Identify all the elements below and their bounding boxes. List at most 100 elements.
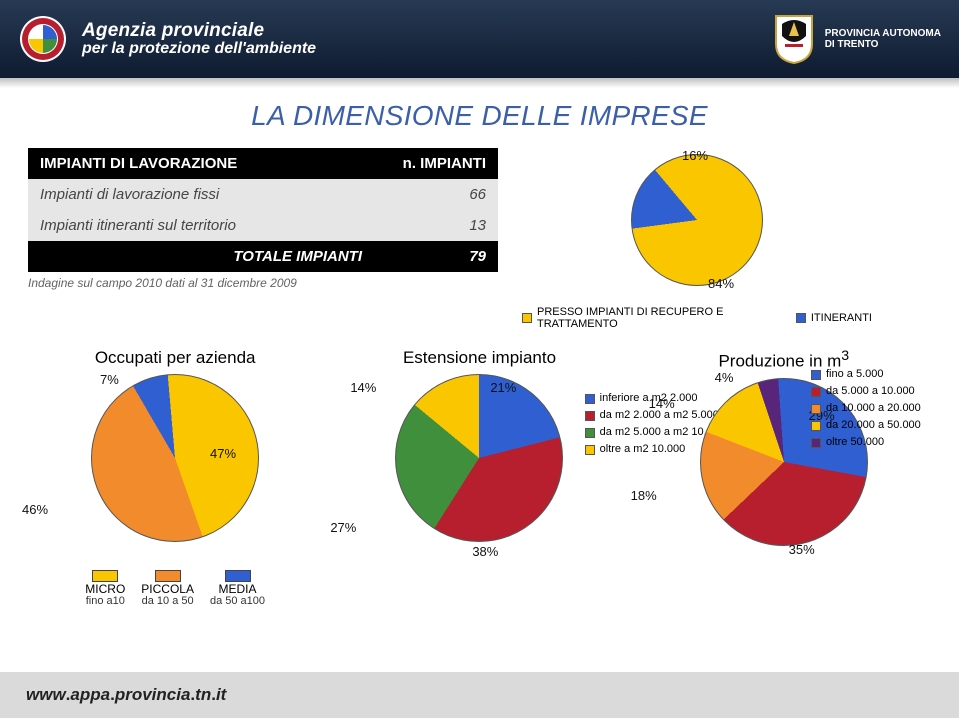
table-total-row: TOTALE IMPIANTI 79 [28, 241, 498, 272]
pie-top-legend: PRESSO IMPIANTI DI RECUPERO E TRATTAMENT… [522, 306, 872, 330]
chart-title-estensione: Estensione impianto [332, 348, 626, 368]
swatch-icon [585, 411, 595, 421]
swatch-icon [225, 570, 251, 582]
legend-label: da 10.000 a 20.000 [826, 400, 921, 417]
legend-label: PRESSO IMPIANTI DI RECUPERO E TRATTAMENT… [537, 306, 774, 330]
swatch-icon [522, 313, 532, 323]
legend-item: ITINERANTI [796, 306, 872, 330]
legend-label: fino a 5.000 [826, 366, 884, 383]
legend-label: MEDIA [218, 582, 256, 596]
pct-label: 4% [715, 370, 734, 385]
url-part: www [26, 685, 66, 704]
trento-crest-icon [773, 14, 815, 64]
legend-label: PICCOLA [141, 582, 194, 596]
swatch-icon [796, 313, 806, 323]
pct-label: 18% [631, 488, 657, 503]
title-sup: 3 [841, 348, 849, 364]
col-produzione: Produzione in m3 29% 35% 18% 14% 4% fino… [637, 348, 931, 607]
url-part: it [216, 685, 226, 704]
footer-bar: www.appa.provincia.tn.it [0, 672, 959, 718]
pie-top-wrap: 16% 84% PRESSO IMPIANTI DI RECUPERO E TR… [522, 148, 872, 330]
pct-label: 7% [100, 372, 119, 387]
url-part: provincia [115, 685, 191, 704]
header-org-line2: per la protezione dell'ambiente [82, 40, 316, 58]
legend-label: ITINERANTI [811, 312, 872, 324]
legend-label: oltre 50.000 [826, 434, 884, 451]
total-label: TOTALE IMPIANTI [28, 241, 378, 272]
table-row: Impianti itineranti sul territorio 13 [28, 210, 498, 241]
col-occupati: Occupati per azienda 46% 47% 7% MICRO fi… [28, 348, 322, 607]
url-part: appa [70, 685, 110, 704]
pct-label: 14% [350, 380, 376, 395]
swatch-icon [811, 387, 821, 397]
legend-item: fino a 5.000 [811, 366, 959, 383]
pct-label: 84% [708, 276, 734, 291]
pie-occupati-holder: 46% 47% 7% [28, 374, 322, 564]
cell: Impianti di lavorazione fissi [28, 179, 378, 210]
col-header-0: IMPIANTI DI LAVORAZIONE [28, 148, 378, 179]
legend-label: da 5.000 a 10.000 [826, 383, 915, 400]
legend-sublabel: fino a10 [86, 595, 125, 607]
header-patron-label: PROVINCIA AUTONOMA DI TRENTO [825, 28, 941, 51]
header-right: PROVINCIA AUTONOMA DI TRENTO [773, 14, 941, 64]
patron-line1: PROVINCIA AUTONOMA [825, 28, 941, 40]
swatch-icon [811, 404, 821, 414]
pie-top-holder: 16% 84% [522, 154, 872, 304]
swatch-icon [585, 445, 595, 455]
patron-line2: DI TRENTO [825, 39, 941, 51]
pct-label: 46% [22, 502, 48, 517]
legend-sublabel: da 50 a100 [210, 595, 265, 607]
appa-logo-icon [18, 14, 68, 64]
swatch-icon [811, 438, 821, 448]
table-caption: Indagine sul campo 2010 dati al 31 dicem… [28, 276, 498, 290]
legend-item: da 10.000 a 20.000 [811, 400, 959, 417]
legend-label: da 20.000 a 50.000 [826, 417, 921, 434]
legend-produzione: fino a 5.000 da 5.000 a 10.000 da 10.000… [811, 366, 959, 451]
pct-label: 14% [649, 396, 675, 411]
col-header-1: n. IMPIANTI [378, 148, 498, 179]
swatch-icon [811, 370, 821, 380]
pct-label: 21% [490, 380, 516, 395]
legend-item: MEDIA da 50 a100 [210, 570, 265, 607]
pct-label: 16% [682, 148, 708, 163]
header-inner: Agenzia provinciale per la protezione de… [0, 0, 959, 78]
impianti-table: IMPIANTI DI LAVORAZIONE n. IMPIANTI Impi… [28, 148, 498, 272]
cell: 66 [378, 179, 498, 210]
pie-estensione-chart [395, 374, 563, 542]
legend-occupati: MICRO fino a10 PICCOLA da 10 a 50 MEDIA … [28, 570, 322, 607]
swatch-icon [92, 570, 118, 582]
legend-item: PRESSO IMPIANTI DI RECUPERO E TRATTAMENT… [522, 306, 774, 330]
legend-item: oltre 50.000 [811, 434, 959, 451]
pct-label: 38% [472, 544, 498, 559]
header-org-line1: Agenzia provinciale [82, 20, 316, 42]
chart-title-occupati: Occupati per azienda [28, 348, 322, 368]
swatch-icon [585, 394, 595, 404]
pct-label: 47% [210, 446, 236, 461]
swatch-icon [811, 421, 821, 431]
legend-label: MICRO [85, 582, 125, 596]
header-org-text: Agenzia provinciale per la protezione de… [82, 20, 316, 58]
pct-label: 35% [789, 542, 815, 557]
impianti-table-wrap: IMPIANTI DI LAVORAZIONE n. IMPIANTI Impi… [28, 148, 498, 330]
pie-estensione-holder: 21% 38% 27% 14% [332, 374, 626, 564]
pie-top-chart [631, 154, 763, 286]
swatch-icon [585, 428, 595, 438]
legend-item: PICCOLA da 10 a 50 [141, 570, 194, 607]
top-row: IMPIANTI DI LAVORAZIONE n. IMPIANTI Impi… [28, 148, 931, 330]
cell: 13 [378, 210, 498, 241]
page-title: LA DIMENSIONE DELLE IMPRESE [28, 100, 931, 132]
table-header-row: IMPIANTI DI LAVORAZIONE n. IMPIANTI [28, 148, 498, 179]
header-bar: Agenzia provinciale per la protezione de… [0, 0, 959, 78]
cell: Impianti itineranti sul territorio [28, 210, 378, 241]
table-row: Impianti di lavorazione fissi 66 [28, 179, 498, 210]
url-part: tn [195, 685, 211, 704]
three-pies-row: Occupati per azienda 46% 47% 7% MICRO fi… [28, 348, 931, 607]
col-estensione: Estensione impianto 21% 38% 27% 14% infe… [332, 348, 626, 607]
swatch-icon [155, 570, 181, 582]
legend-item: da 20.000 a 50.000 [811, 417, 959, 434]
pct-label: 27% [330, 520, 356, 535]
legend-item: da 5.000 a 10.000 [811, 383, 959, 400]
total-value: 79 [378, 241, 498, 272]
main-stage: LA DIMENSIONE DELLE IMPRESE IMPIANTI DI … [0, 88, 959, 607]
footer-url: www.appa.provincia.tn.it [26, 685, 226, 705]
